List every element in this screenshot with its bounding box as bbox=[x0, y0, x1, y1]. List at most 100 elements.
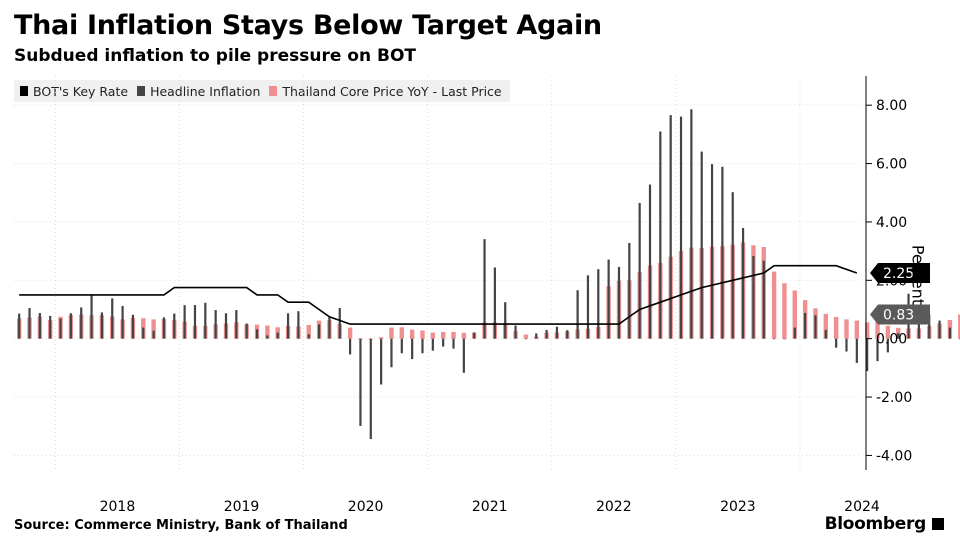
bar-headline-inflation bbox=[18, 313, 21, 339]
y-tick-label: -2.00 bbox=[876, 390, 912, 406]
x-tick-label: 2021 bbox=[472, 499, 508, 515]
bar-core-inflation bbox=[430, 332, 436, 339]
x-tick-label: 2022 bbox=[596, 499, 632, 515]
bar-headline-inflation bbox=[741, 228, 745, 339]
legend-swatch-headline bbox=[137, 86, 146, 96]
bar-headline-inflation bbox=[49, 315, 52, 339]
bar-headline-inflation bbox=[866, 338, 869, 372]
legend-label-headline: Headline Inflation bbox=[150, 83, 261, 99]
bar-core-inflation bbox=[958, 314, 960, 339]
bar-headline-inflation bbox=[845, 338, 848, 352]
bar-headline-inflation bbox=[193, 305, 197, 339]
bar-headline-inflation bbox=[524, 338, 528, 340]
x-tick-label: 2023 bbox=[720, 499, 756, 515]
bar-core-inflation bbox=[885, 325, 891, 339]
bar-headline-inflation bbox=[152, 330, 155, 339]
bar-headline-inflation bbox=[297, 311, 300, 339]
y-tick-label: -4.00 bbox=[876, 448, 912, 464]
chart-legend: BOT's Key Rate Headline Inflation Thaila… bbox=[14, 80, 510, 102]
bar-core-inflation bbox=[378, 337, 384, 339]
bar-headline-inflation bbox=[431, 338, 434, 351]
bar-headline-inflation bbox=[286, 313, 290, 339]
bar-headline-inflation bbox=[648, 184, 652, 339]
bar-headline-inflation bbox=[400, 338, 403, 354]
bar-headline-inflation bbox=[586, 275, 590, 339]
bar-core-inflation bbox=[864, 322, 870, 339]
bar-core-inflation bbox=[461, 332, 467, 339]
bar-headline-inflation bbox=[566, 330, 569, 339]
bar-core-inflation bbox=[306, 324, 311, 339]
legend-item-core: Thailand Core Price YoY - Last Price bbox=[269, 83, 502, 99]
bar-headline-inflation bbox=[700, 151, 703, 339]
bloomberg-logo: Bloomberg bbox=[825, 514, 944, 534]
legend-swatch-core bbox=[269, 86, 278, 96]
bar-headline-inflation bbox=[793, 327, 796, 339]
bar-headline-inflation bbox=[886, 338, 889, 353]
bar-core-inflation bbox=[451, 331, 456, 339]
bar-headline-inflation bbox=[38, 312, 41, 339]
bar-headline-inflation bbox=[876, 338, 879, 362]
bar-headline-inflation bbox=[131, 314, 135, 339]
bar-headline-inflation bbox=[214, 310, 217, 339]
bar-headline-inflation bbox=[245, 323, 248, 339]
brand-name: Bloomberg bbox=[824, 514, 927, 534]
bar-headline-inflation bbox=[917, 320, 920, 339]
bar-headline-inflation bbox=[59, 318, 62, 339]
bar-headline-inflation bbox=[473, 332, 476, 339]
bar-headline-inflation bbox=[183, 305, 186, 339]
bar-headline-inflation bbox=[617, 266, 621, 339]
bar-headline-inflation bbox=[369, 338, 372, 440]
legend-swatch-key-rate bbox=[20, 86, 28, 96]
bar-headline-inflation bbox=[69, 313, 72, 339]
bar-headline-inflation bbox=[317, 324, 321, 339]
y-tick-label: 8.00 bbox=[876, 98, 907, 114]
bar-headline-inflation bbox=[276, 332, 279, 339]
bar-headline-inflation bbox=[772, 338, 776, 340]
bar-headline-inflation bbox=[804, 312, 807, 339]
y-tick-label: 0.00 bbox=[876, 332, 907, 348]
bar-core-inflation bbox=[420, 330, 425, 339]
bar-headline-inflation bbox=[938, 320, 941, 339]
bar-headline-inflation bbox=[28, 308, 31, 339]
bar-headline-inflation bbox=[452, 338, 455, 349]
bar-core-inflation bbox=[771, 271, 777, 339]
bar-headline-inflation bbox=[421, 338, 424, 354]
bar-headline-inflation bbox=[638, 202, 641, 339]
bar-headline-inflation bbox=[121, 305, 124, 339]
bar-headline-inflation bbox=[224, 313, 228, 339]
bar-core-inflation bbox=[409, 329, 415, 339]
bar-headline-inflation bbox=[390, 338, 393, 368]
source-note: Source: Commerce Ministry, Bank of Thail… bbox=[14, 518, 348, 533]
chart-title: Thai Inflation Stays Below Target Again bbox=[14, 10, 602, 41]
bar-headline-inflation bbox=[783, 338, 786, 340]
legend-label-core: Thailand Core Price YoY - Last Price bbox=[282, 83, 502, 99]
bar-headline-inflation bbox=[338, 308, 341, 339]
bar-headline-inflation bbox=[100, 312, 104, 339]
bar-headline-inflation bbox=[493, 267, 496, 339]
bar-headline-inflation bbox=[255, 329, 259, 339]
bar-headline-inflation bbox=[111, 298, 114, 339]
bar-headline-inflation bbox=[814, 315, 817, 339]
bar-core-inflation bbox=[399, 327, 405, 339]
bar-headline-inflation bbox=[411, 338, 414, 360]
legend-item-headline: Headline Inflation bbox=[137, 84, 260, 99]
bar-headline-inflation bbox=[824, 329, 827, 339]
x-tick-label: 2024 bbox=[844, 499, 880, 515]
legend-label-key-rate: BOT's Key Rate bbox=[33, 83, 129, 99]
chart-subtitle: Subdued inflation to pile pressure on BO… bbox=[14, 46, 417, 66]
bar-headline-inflation bbox=[607, 259, 610, 339]
bar-headline-inflation bbox=[835, 338, 838, 348]
y-axis-label: Percent bbox=[908, 244, 928, 306]
bar-headline-inflation bbox=[235, 310, 238, 339]
bar-headline-inflation bbox=[576, 290, 579, 339]
bar-headline-inflation bbox=[348, 338, 352, 355]
bar-core-inflation bbox=[823, 313, 829, 339]
bar-core-inflation bbox=[854, 320, 860, 339]
last-value-badge bbox=[870, 263, 930, 283]
bar-headline-inflation bbox=[555, 326, 559, 339]
bar-headline-inflation bbox=[752, 256, 755, 339]
bar-headline-inflation bbox=[928, 314, 931, 339]
bar-headline-inflation bbox=[659, 131, 662, 339]
last-value-label: 2.25 bbox=[883, 266, 914, 282]
